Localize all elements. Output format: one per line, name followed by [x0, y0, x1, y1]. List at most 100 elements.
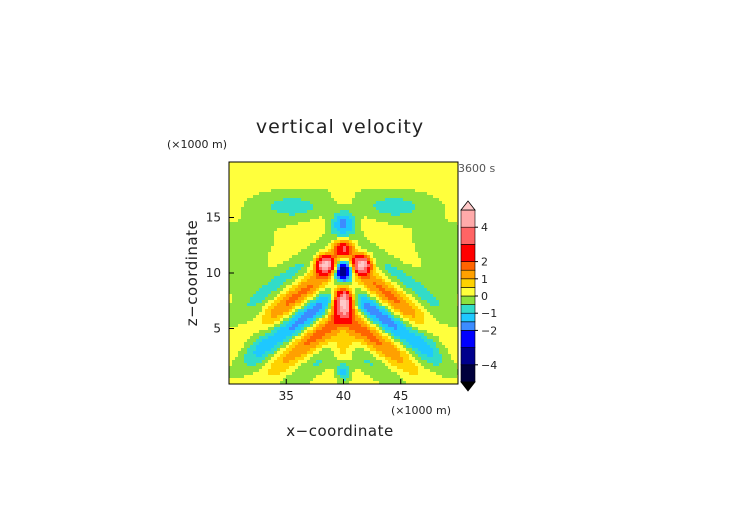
field-cell — [274, 297, 278, 301]
field-cell — [415, 180, 419, 184]
field-cell — [433, 342, 437, 346]
field-cell — [403, 168, 407, 172]
field-cell — [235, 177, 239, 181]
field-cell — [355, 186, 359, 190]
field-cell — [328, 288, 332, 292]
field-cell — [283, 234, 287, 238]
field-cell — [235, 345, 239, 349]
field-cell — [316, 300, 320, 304]
field-cell — [400, 198, 404, 202]
field-cell — [265, 282, 269, 286]
field-cell — [358, 315, 362, 319]
field-cell — [301, 228, 305, 232]
field-cell — [343, 309, 347, 313]
field-cell — [397, 165, 401, 169]
field-cell — [295, 342, 299, 346]
field-cell — [334, 306, 338, 310]
field-cell — [289, 315, 293, 319]
field-cell — [454, 237, 458, 241]
field-cell — [373, 234, 377, 238]
field-cell — [277, 249, 281, 253]
field-cell — [397, 327, 401, 331]
field-cell — [385, 180, 389, 184]
field-cell — [334, 342, 338, 346]
field-cell — [334, 348, 338, 352]
field-cell — [409, 261, 413, 265]
field-cell — [253, 198, 257, 202]
field-cell — [340, 195, 344, 199]
field-cell — [328, 168, 332, 172]
field-cell — [244, 306, 248, 310]
field-cell — [385, 315, 389, 319]
field-cell — [415, 237, 419, 241]
field-cell — [253, 207, 257, 211]
field-cell — [412, 174, 416, 178]
field-cell — [250, 312, 254, 316]
field-cell — [253, 318, 257, 322]
field-cell — [340, 207, 344, 211]
field-cell — [442, 267, 446, 271]
field-cell — [334, 234, 338, 238]
field-cell — [343, 276, 347, 280]
field-cell — [433, 189, 437, 193]
field-cell — [256, 192, 260, 196]
field-cell — [277, 168, 281, 172]
field-cell — [232, 240, 236, 244]
field-cell — [364, 255, 368, 259]
field-cell — [322, 276, 326, 280]
field-cell — [292, 261, 296, 265]
field-cell — [337, 264, 341, 268]
field-cell — [334, 267, 338, 271]
field-cell — [349, 351, 353, 355]
field-cell — [421, 306, 425, 310]
field-cell — [253, 237, 257, 241]
field-cell — [313, 174, 317, 178]
field-cell — [397, 273, 401, 277]
field-cell — [325, 249, 329, 253]
field-cell — [412, 327, 416, 331]
field-cell — [310, 312, 314, 316]
field-cell — [409, 297, 413, 301]
field-cell — [247, 174, 251, 178]
field-cell — [361, 195, 365, 199]
field-cell — [238, 234, 242, 238]
field-cell — [352, 351, 356, 355]
field-cell — [346, 324, 350, 328]
field-cell — [304, 303, 308, 307]
field-cell — [229, 222, 233, 226]
field-cell — [295, 270, 299, 274]
field-cell — [259, 318, 263, 322]
field-cell — [265, 288, 269, 292]
field-cell — [265, 204, 269, 208]
field-cell — [238, 192, 242, 196]
field-cell — [292, 171, 296, 175]
field-cell — [232, 180, 236, 184]
field-cell — [400, 183, 404, 187]
field-cell — [238, 246, 242, 250]
field-cell — [256, 246, 260, 250]
field-cell — [259, 351, 263, 355]
field-cell — [406, 291, 410, 295]
field-cell — [367, 276, 371, 280]
field-cell — [424, 249, 428, 253]
field-cell — [451, 189, 455, 193]
field-cell — [271, 207, 275, 211]
field-cell — [421, 171, 425, 175]
field-cell — [232, 279, 236, 283]
field-cell — [283, 297, 287, 301]
field-cell — [235, 354, 239, 358]
field-cell — [265, 291, 269, 295]
field-cell — [373, 240, 377, 244]
field-cell — [313, 171, 317, 175]
field-cell — [331, 318, 335, 322]
field-cell — [409, 354, 413, 358]
field-cell — [409, 183, 413, 187]
field-cell — [340, 324, 344, 328]
field-cell — [361, 342, 365, 346]
field-cell — [346, 333, 350, 337]
field-cell — [235, 300, 239, 304]
field-cell — [307, 354, 311, 358]
field-cell — [241, 210, 245, 214]
field-cell — [403, 327, 407, 331]
field-cell — [421, 264, 425, 268]
